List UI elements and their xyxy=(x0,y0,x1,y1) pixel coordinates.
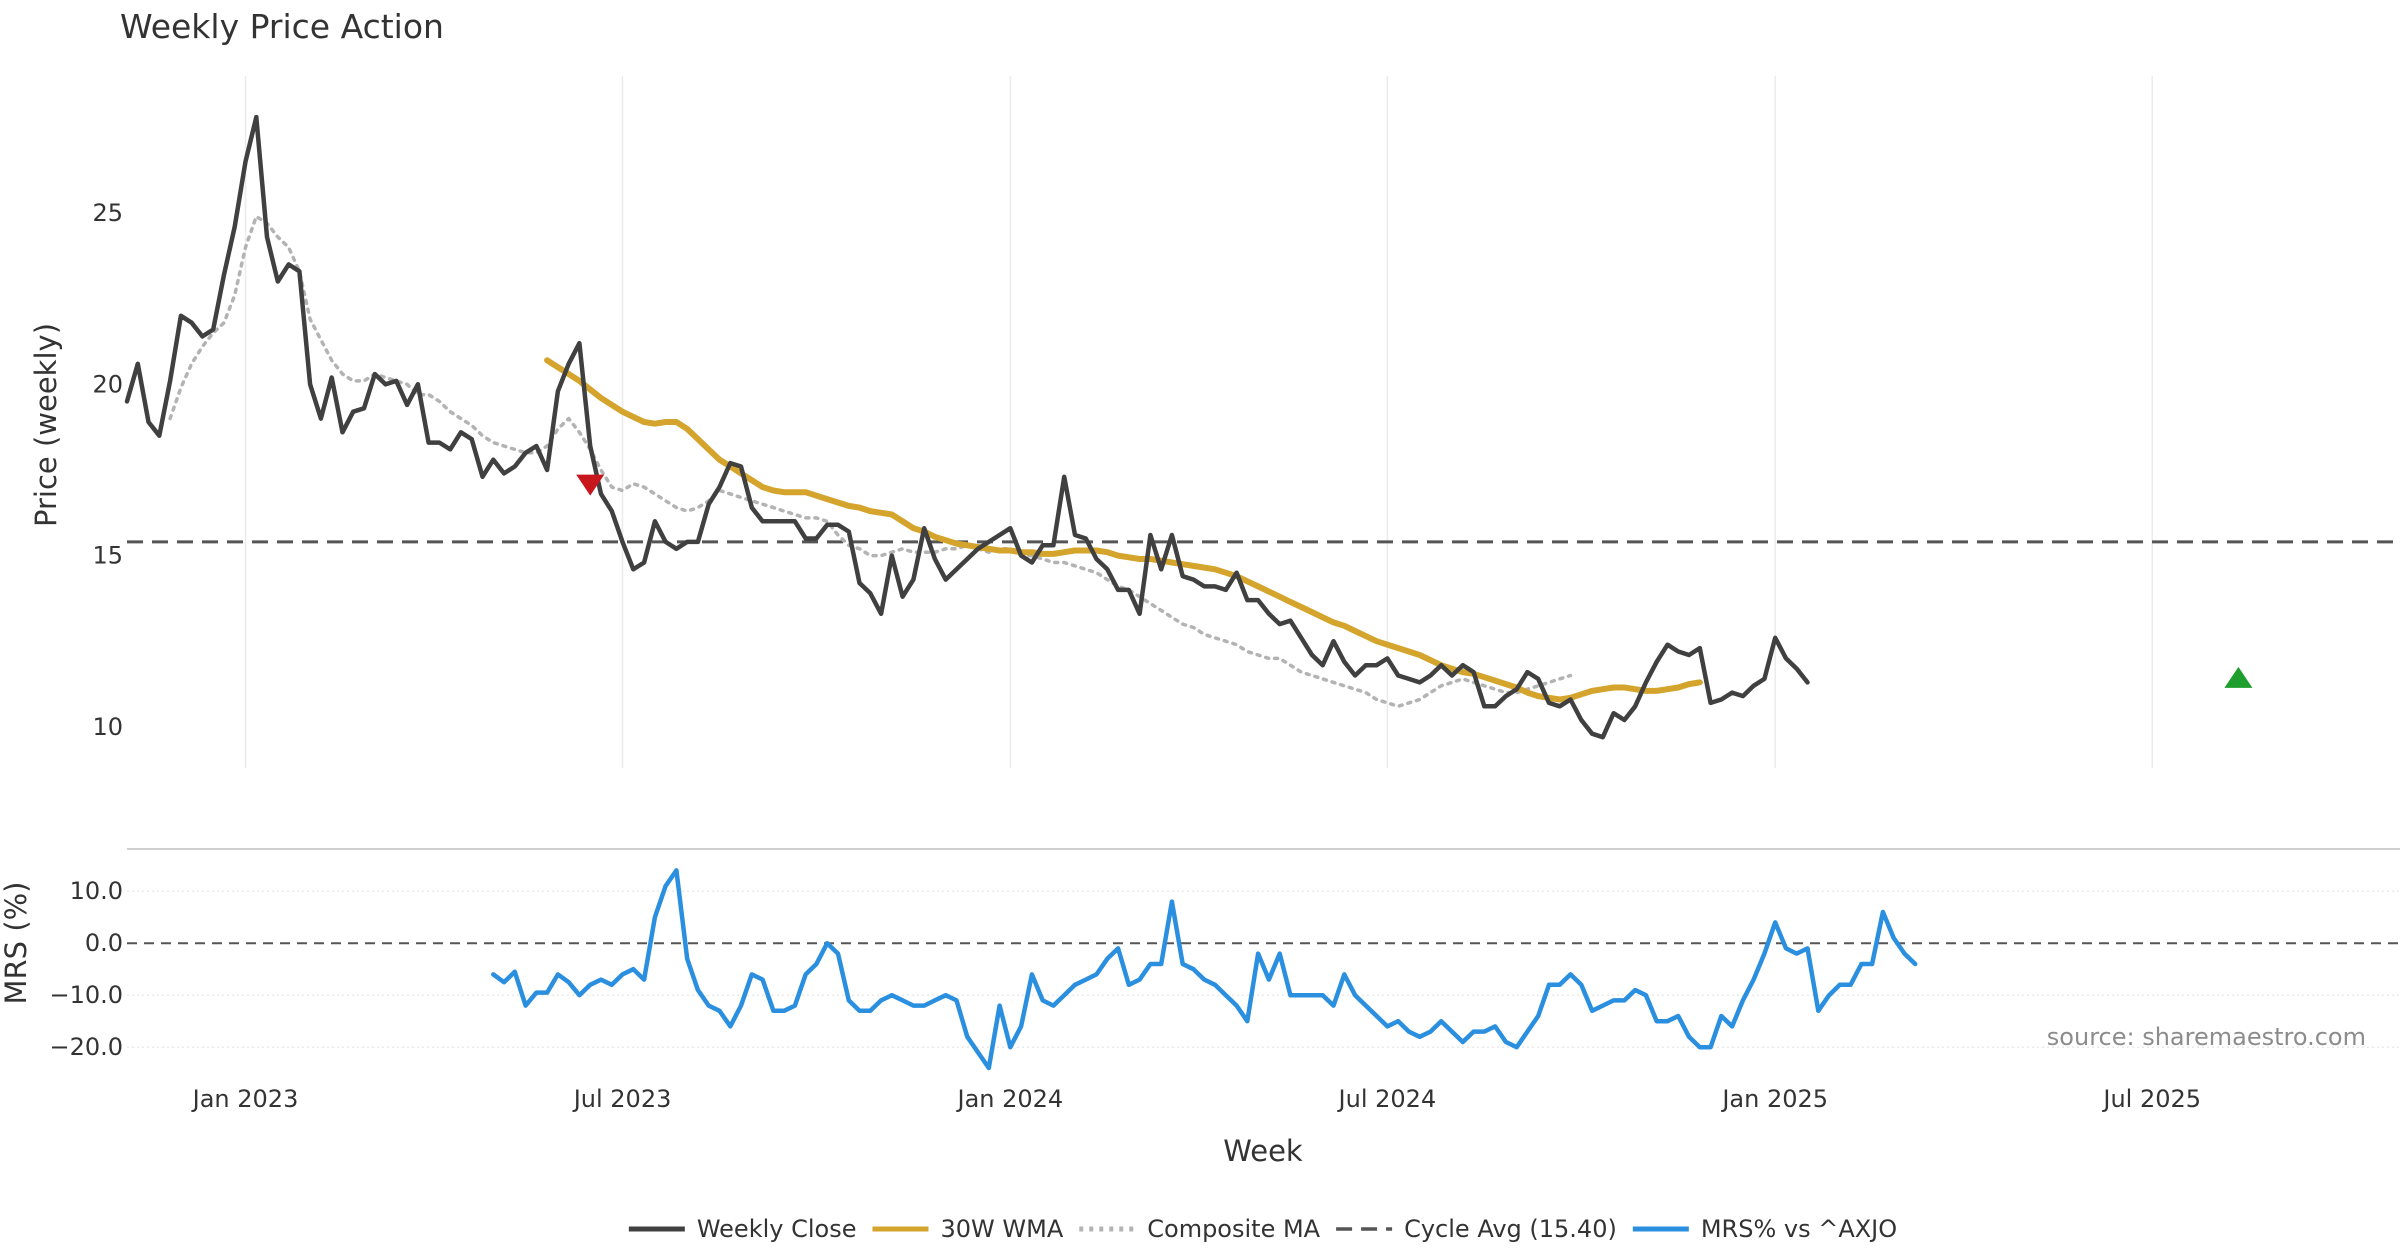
y-tick-labels: 10 15 20 25 10.0 0.0 −10.0 −20.0 xyxy=(49,199,123,1061)
price-y-tick-label: 15 xyxy=(92,542,123,570)
x-tick-label: Jan 2023 xyxy=(191,1085,299,1113)
x-tick-label: Jan 2025 xyxy=(1720,1085,1828,1113)
legend-label: Cycle Avg (15.40) xyxy=(1404,1215,1617,1243)
legend-label: Composite MA xyxy=(1147,1215,1320,1243)
series-layer xyxy=(124,114,1918,1071)
legend: Weekly Close 30W WMA Composite MA Cycle Avg… xyxy=(628,1215,1897,1243)
mrs-y-tick-label: −10.0 xyxy=(49,981,123,1009)
source-watermark: source: sharemaestro.com xyxy=(2047,1023,2366,1051)
mrs-y-tick-label: 10.0 xyxy=(70,877,123,905)
legend-label: 30W WMA xyxy=(940,1215,1063,1243)
chart-title: Weekly Price Action xyxy=(120,7,444,46)
series-line-weekly-close xyxy=(124,114,1810,740)
x-tick-label: Jan 2024 xyxy=(955,1085,1063,1113)
price-y-tick-label: 25 xyxy=(92,199,123,227)
signal-markers xyxy=(576,474,2253,688)
x-tick-label: Jul 2024 xyxy=(1337,1085,1437,1113)
price-y-tick-label: 20 xyxy=(92,370,123,398)
series-line-mrs-vs-axjo xyxy=(491,868,1918,1071)
buy-signal-marker xyxy=(2224,666,2253,688)
mrs-y-tick-label: 0.0 xyxy=(85,929,123,957)
sell-signal-marker xyxy=(576,474,605,496)
x-tick-label: Jul 2023 xyxy=(572,1085,672,1113)
x-tick-labels: Jan 2023 Jul 2023 Jan 2024 Jul 2024 Jan 2025… xyxy=(191,1085,2201,1113)
price-y-tick-label: 10 xyxy=(92,713,123,741)
mrs-y-tick-label: −20.0 xyxy=(49,1033,123,1061)
grid xyxy=(127,76,2400,1048)
legend-label: Weekly Close xyxy=(697,1215,857,1243)
x-tick-label: Jul 2025 xyxy=(2101,1085,2201,1113)
price-y-axis-label: Price (weekly) xyxy=(29,323,63,527)
x-axis-label: Week xyxy=(1223,1134,1303,1168)
series-line-30w-wma xyxy=(544,357,1703,703)
legend-label: MRS% vs ^AXJO xyxy=(1701,1215,1897,1243)
reference-lines xyxy=(127,540,2400,945)
mrs-y-axis-label: MRS (%) xyxy=(0,882,33,1005)
